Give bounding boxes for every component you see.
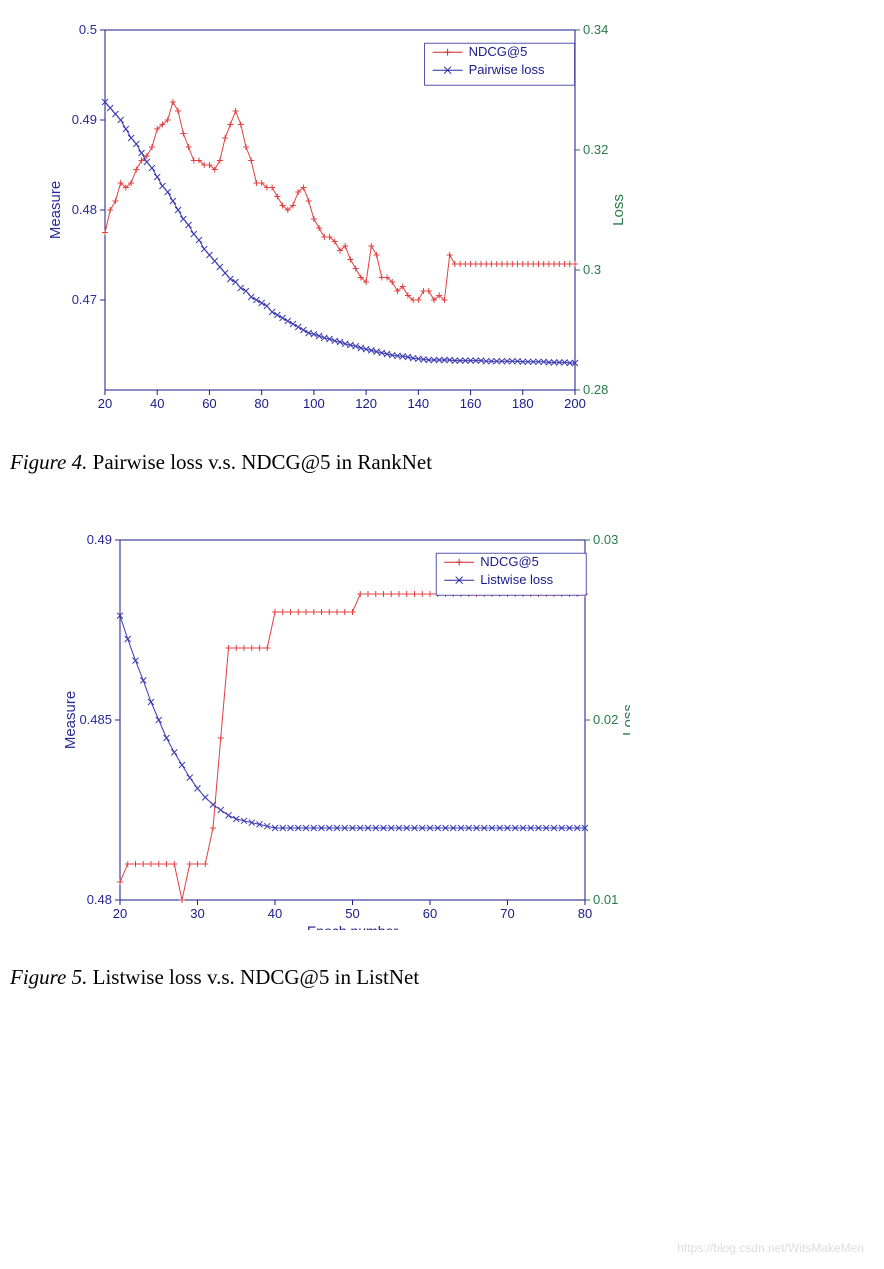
svg-text:80: 80: [254, 396, 268, 411]
svg-text:0.49: 0.49: [87, 532, 112, 547]
svg-text:0.01: 0.01: [593, 892, 618, 907]
svg-text:Pairwise loss: Pairwise loss: [469, 62, 545, 77]
svg-text:0.28: 0.28: [583, 382, 608, 397]
svg-text:50: 50: [345, 906, 359, 921]
svg-text:20: 20: [98, 396, 112, 411]
svg-text:120: 120: [355, 396, 377, 411]
svg-text:30: 30: [190, 906, 204, 921]
svg-text:Loss: Loss: [620, 704, 630, 736]
svg-text:0.32: 0.32: [583, 142, 608, 157]
svg-text:NDCG@5: NDCG@5: [480, 554, 539, 569]
figure4-caption-text: Pairwise loss v.s. NDCG@5 in RankNet: [87, 450, 432, 474]
svg-text:80: 80: [578, 906, 592, 921]
svg-text:0.485: 0.485: [79, 712, 112, 727]
figure4-chart: 20 40 60 80 100 120 140 160 180 200 Epoch number 0.…: [40, 15, 874, 420]
svg-text:Listwise loss: Listwise loss: [480, 572, 553, 587]
figure5-svg: 20 30 40 50 60 70 80 Epoch number 0.48 0.485 0.49 M…: [40, 525, 630, 930]
figure5-chart: 20 30 40 50 60 70 80 Epoch number 0.48 0.485 0.49 M…: [40, 525, 874, 935]
watermark-text: https://blog.csdn.net/WitsMakeMen: [677, 1241, 864, 1255]
figure4-caption-label: Figure 4.: [10, 450, 87, 474]
figure5-caption-label: Figure 5.: [10, 965, 87, 989]
svg-text:60: 60: [423, 906, 437, 921]
svg-text:140: 140: [407, 396, 429, 411]
svg-text:Epoch number: Epoch number: [294, 413, 385, 415]
svg-text:Epoch number: Epoch number: [307, 923, 398, 930]
svg-text:0.48: 0.48: [72, 202, 97, 217]
figure4-svg: 20 40 60 80 100 120 140 160 180 200 Epoch number 0.…: [40, 15, 630, 415]
svg-text:20: 20: [113, 906, 127, 921]
svg-text:60: 60: [202, 396, 216, 411]
figure5-caption: Figure 5. Listwise loss v.s. NDCG@5 in L…: [10, 965, 874, 990]
svg-text:0.49: 0.49: [72, 112, 97, 127]
svg-text:Measure: Measure: [47, 181, 64, 239]
svg-text:40: 40: [150, 396, 164, 411]
svg-text:NDCG@5: NDCG@5: [469, 44, 528, 59]
svg-text:100: 100: [303, 396, 325, 411]
svg-text:0.02: 0.02: [593, 712, 618, 727]
svg-text:70: 70: [500, 906, 514, 921]
svg-text:0.3: 0.3: [583, 262, 601, 277]
figure4-caption: Figure 4. Pairwise loss v.s. NDCG@5 in R…: [10, 450, 874, 475]
svg-text:200: 200: [564, 396, 586, 411]
svg-text:0.34: 0.34: [583, 22, 608, 37]
svg-text:0.47: 0.47: [72, 292, 97, 307]
svg-text:Measure: Measure: [62, 691, 79, 749]
svg-text:0.48: 0.48: [87, 892, 112, 907]
svg-text:40: 40: [268, 906, 282, 921]
svg-text:Loss: Loss: [610, 194, 627, 226]
svg-text:180: 180: [512, 396, 534, 411]
svg-text:0.03: 0.03: [593, 532, 618, 547]
svg-text:0.5: 0.5: [79, 22, 97, 37]
figure5-caption-text: Listwise loss v.s. NDCG@5 in ListNet: [87, 965, 419, 989]
svg-text:160: 160: [460, 396, 482, 411]
